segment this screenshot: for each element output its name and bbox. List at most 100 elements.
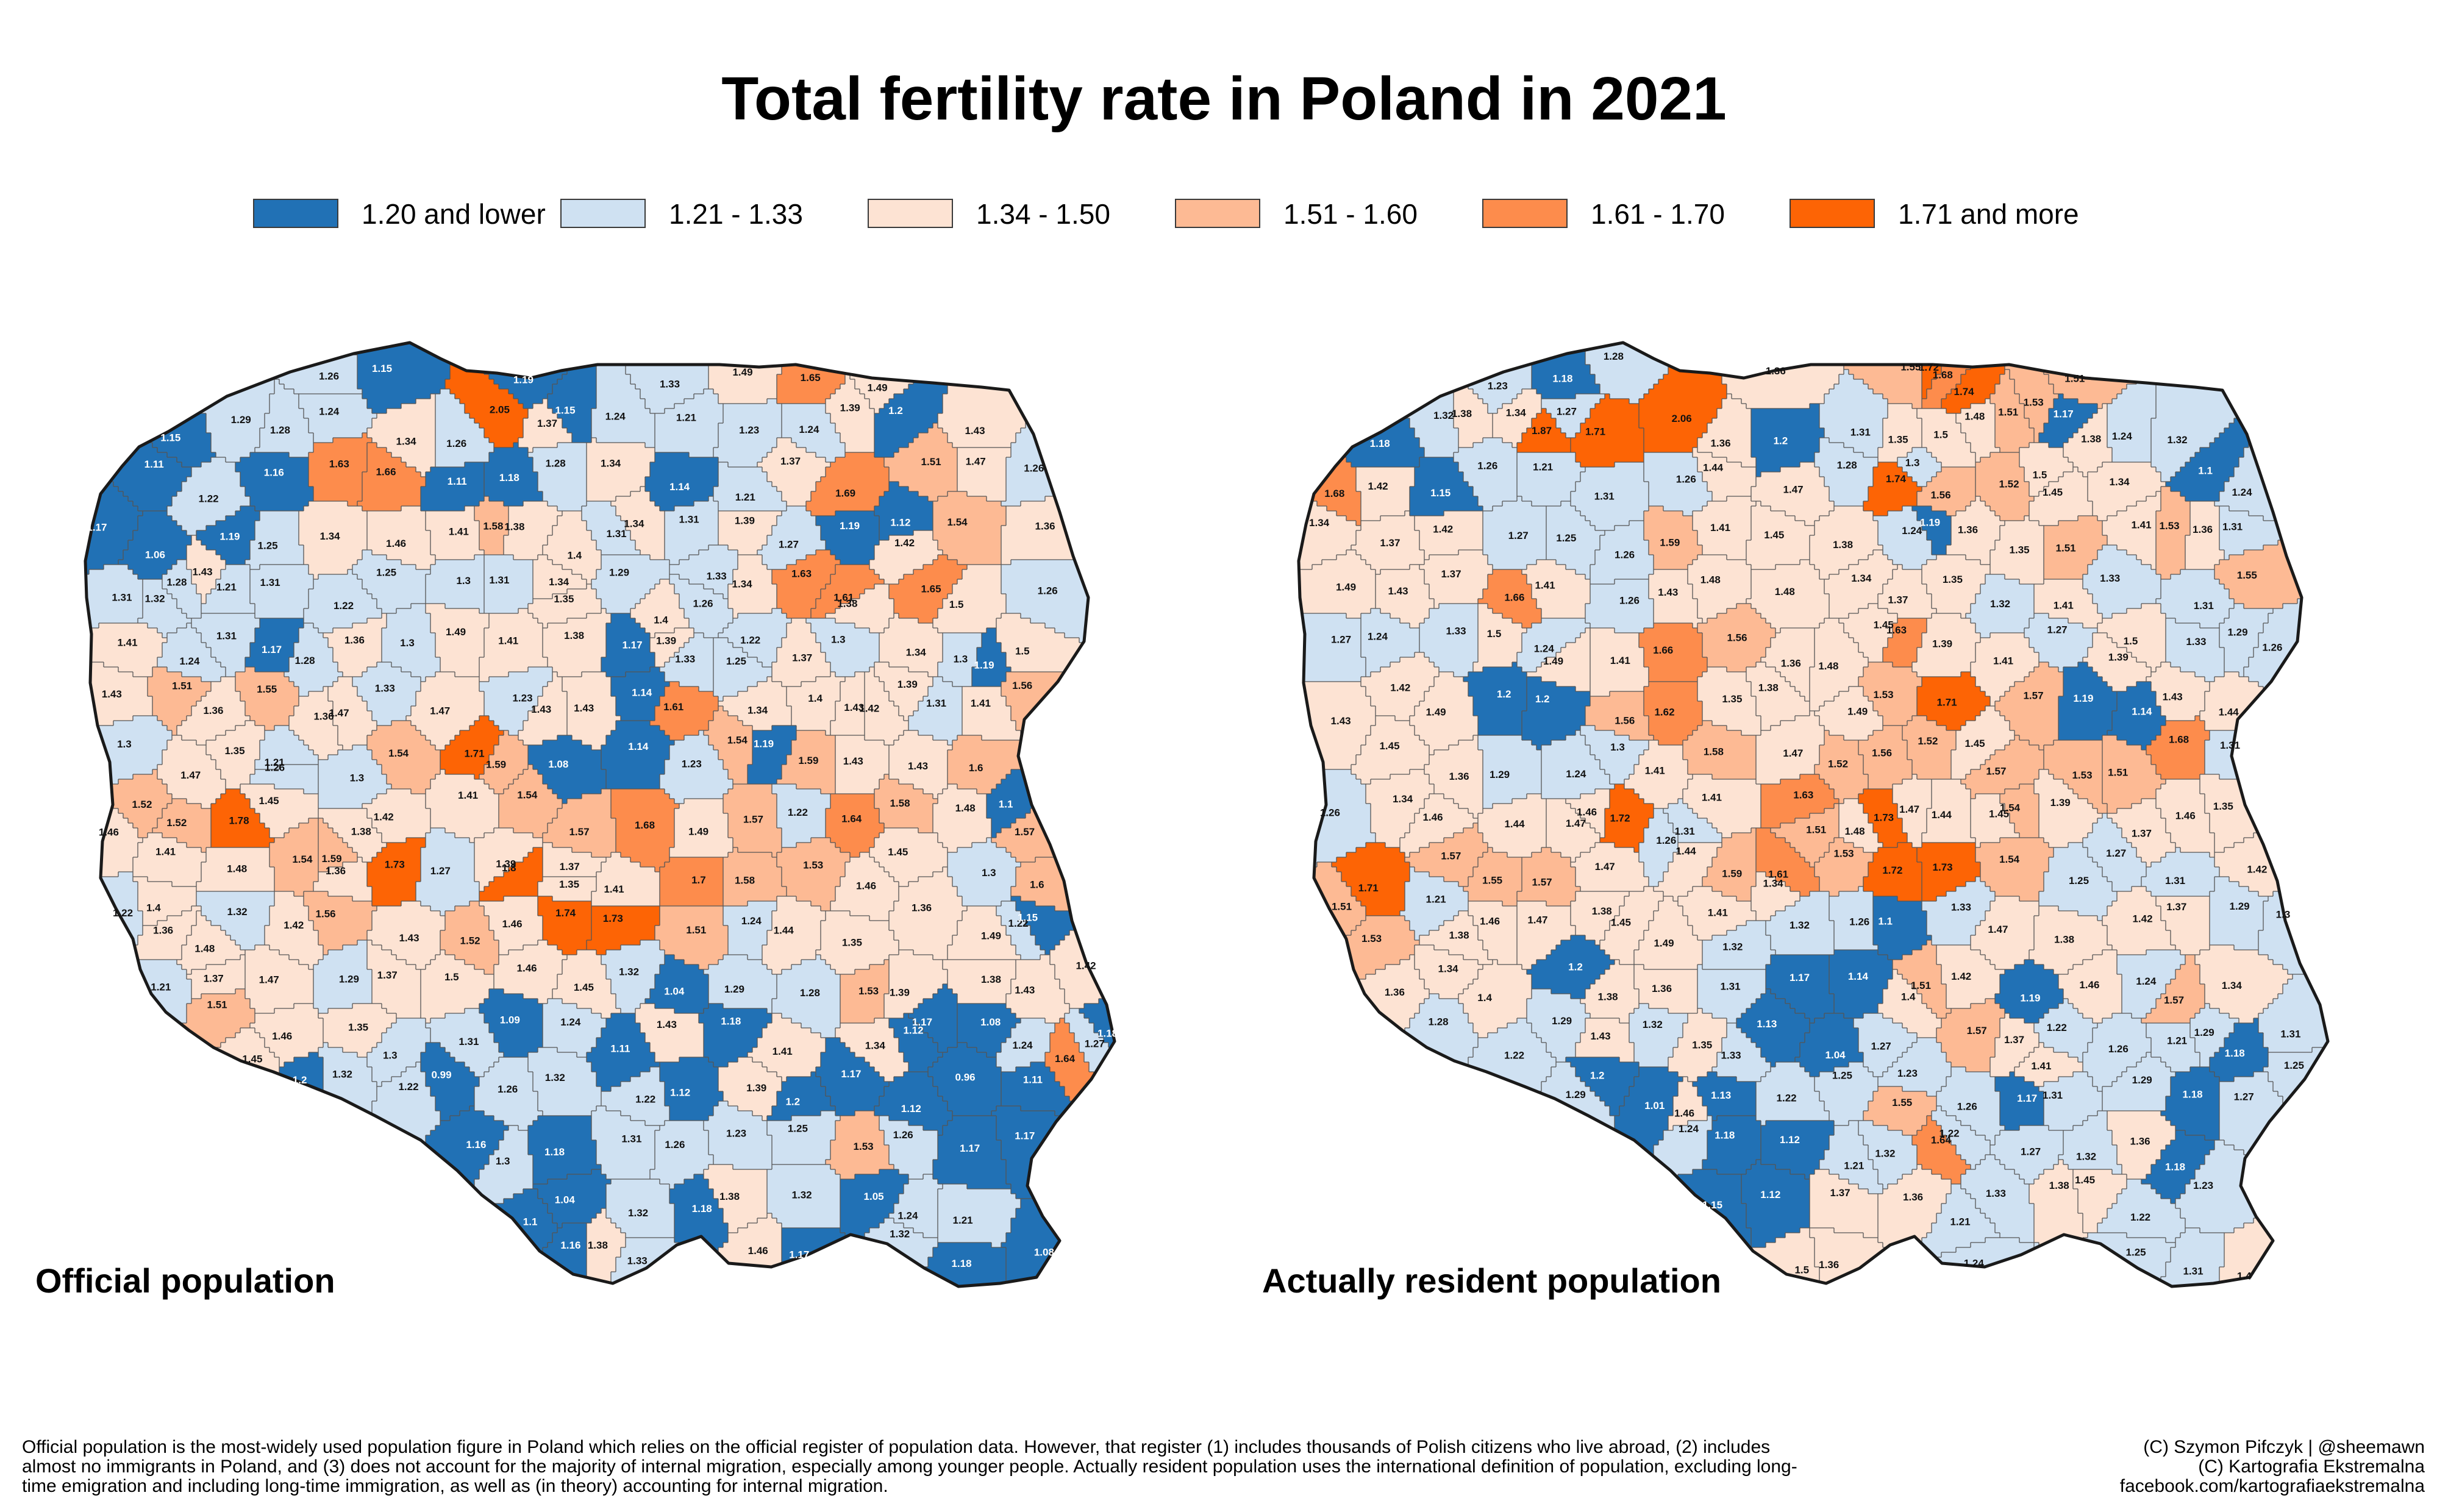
county-fill	[2302, 355, 2328, 360]
county-fill	[865, 735, 899, 741]
county-fill	[1927, 394, 1947, 399]
county-fill	[255, 760, 319, 765]
county-fill	[2288, 374, 2328, 380]
county-fill	[230, 1174, 338, 1180]
county-fill	[255, 1018, 324, 1024]
county-fill	[2049, 413, 2093, 419]
county-fill	[991, 789, 1060, 794]
county-fill	[713, 491, 782, 497]
county-fill	[85, 716, 134, 721]
county-fill	[235, 1169, 338, 1175]
county-value-label: 1.28	[546, 457, 566, 469]
county-fill	[1035, 404, 1115, 409]
county-fill	[518, 1291, 587, 1297]
county-fill	[840, 1199, 899, 1204]
county-fill	[479, 901, 538, 907]
county-fill	[645, 1121, 665, 1126]
county-fill	[489, 1023, 543, 1029]
county-fill	[957, 930, 1007, 936]
county-fill	[572, 735, 607, 741]
county-fill	[713, 589, 729, 594]
county-fill	[674, 1008, 704, 1014]
county-fill	[723, 862, 777, 868]
county-value-label: 1.31	[260, 577, 280, 588]
county-fill	[333, 1145, 368, 1150]
county-value-label: 1.11	[145, 458, 164, 470]
county-fill	[255, 1125, 329, 1131]
county-fill	[777, 779, 836, 785]
county-fill	[957, 1018, 1021, 1024]
county-fill	[309, 467, 368, 472]
county-fill	[821, 589, 865, 594]
county-fill	[138, 852, 207, 858]
county-value-label: 1.2	[293, 1074, 307, 1086]
county-fill	[762, 555, 807, 560]
county-value-label: 1.3	[831, 634, 846, 646]
county-fill	[250, 1135, 334, 1141]
county-fill	[708, 721, 743, 726]
county-fill	[2054, 404, 2098, 409]
county-fill	[650, 491, 714, 497]
county-fill	[85, 343, 187, 346]
county-fill	[265, 930, 319, 936]
county-fill	[240, 784, 275, 790]
county-fill	[601, 1033, 646, 1038]
county-fill	[601, 599, 641, 604]
county-fill	[777, 604, 816, 609]
county-fill	[85, 1130, 124, 1136]
county-fill	[938, 418, 1026, 424]
county-fill	[196, 916, 207, 921]
county-value-label: 1.43	[908, 760, 928, 772]
county-fill	[904, 1013, 909, 1019]
county-fill	[552, 677, 563, 682]
county-fill	[923, 1028, 958, 1033]
county-fill	[416, 701, 485, 707]
county-fill	[338, 1184, 358, 1189]
county-value-label: 1.12	[903, 1024, 923, 1036]
county-value-label: 1.3	[496, 1155, 510, 1167]
county-fill	[2112, 452, 2152, 458]
county-fill	[2268, 408, 2328, 414]
county-fill	[1644, 448, 1693, 453]
county-fill	[426, 789, 494, 794]
county-fill	[85, 550, 124, 555]
county-fill	[791, 438, 841, 443]
county-fill	[455, 906, 485, 911]
county-fill	[655, 452, 690, 458]
county-fill	[528, 750, 602, 755]
county-fill	[1815, 452, 1864, 458]
county-fill	[723, 1208, 768, 1214]
county-fill	[591, 584, 655, 590]
county-fill	[85, 930, 143, 936]
county-fill	[1065, 360, 1115, 365]
county-fill	[1800, 462, 1815, 468]
county-fill	[777, 818, 826, 824]
county-value-label: 1.47	[430, 705, 450, 717]
county-fill	[148, 691, 207, 697]
county-fill	[377, 662, 392, 668]
county-fill	[533, 589, 568, 594]
county-fill	[1011, 896, 1021, 902]
county-value-label: 1.25	[376, 567, 396, 579]
county-fill	[489, 921, 543, 926]
county-fill	[889, 477, 958, 482]
county-fill	[1094, 906, 1115, 911]
county-fill	[655, 584, 675, 590]
county-fill	[865, 1301, 909, 1307]
county-fill	[182, 1023, 251, 1029]
county-fill	[840, 604, 894, 609]
county-fill	[665, 526, 719, 531]
county-fill	[1079, 638, 1115, 643]
county-fill	[435, 438, 490, 443]
county-fill	[333, 1267, 387, 1272]
county-fill	[172, 565, 187, 570]
county-fill	[1468, 379, 1532, 385]
county-fill	[2102, 404, 2108, 409]
county-fill	[938, 833, 992, 838]
county-fill	[479, 774, 519, 780]
county-fill	[938, 423, 1026, 429]
county-fill	[157, 716, 187, 721]
county-fill	[323, 945, 343, 950]
county-value-label: 1.15	[160, 432, 180, 444]
county-fill	[889, 872, 933, 877]
